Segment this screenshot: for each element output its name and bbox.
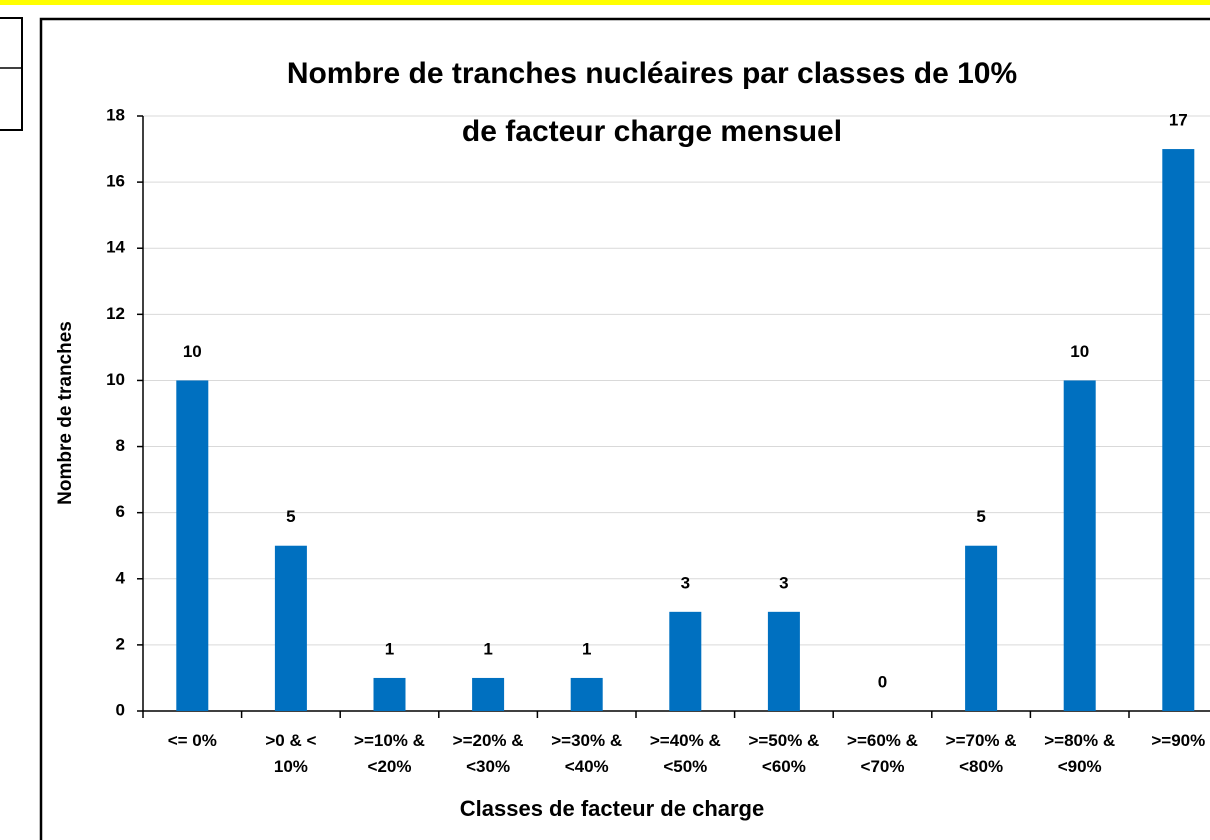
y-tick-label: 16 (106, 172, 125, 191)
x-axis-label: Classes de facteur de charge (460, 796, 764, 821)
x-tick-label: >=40% & <50% (650, 731, 721, 776)
data-label: 5 (976, 507, 985, 526)
data-label: 10 (1070, 342, 1089, 361)
data-label: 5 (286, 507, 295, 526)
bar (472, 677, 505, 711)
bar (767, 611, 800, 711)
x-tick-label: >=30% & <40% (551, 731, 622, 776)
y-tick-label: 14 (106, 238, 125, 257)
x-tick-label: >=10% & <20% (354, 731, 425, 776)
x-tick-label: >=80% & <90% (1044, 731, 1115, 776)
bar (274, 545, 307, 711)
y-tick-label: 6 (116, 502, 125, 521)
y-tick-label: 8 (116, 436, 125, 455)
x-tick-label: <= 0% (168, 731, 217, 750)
data-label: 1 (582, 639, 591, 658)
y-tick-label: 10 (106, 370, 125, 389)
bar (1063, 380, 1096, 711)
bar (570, 677, 603, 711)
bar (1162, 149, 1195, 712)
chart-frame (39, 17, 1210, 840)
top-strip (0, 0, 1210, 5)
x-tick-label: >=70% & <80% (946, 731, 1017, 776)
bar (176, 380, 209, 711)
data-label: 0 (878, 672, 887, 691)
y-tick-label: 18 (106, 105, 125, 124)
x-tick-label: >=60% & <70% (847, 731, 918, 776)
y-tick-label: 0 (116, 700, 125, 719)
y-axis-label: Nombre de tranches (55, 321, 76, 505)
data-label: 1 (385, 639, 394, 658)
bar (373, 677, 406, 711)
chart-title: Nombre de tranches nucléaires par classe… (287, 57, 1017, 148)
x-tick-label: >=50% & <60% (748, 731, 819, 776)
y-tick-label: 4 (116, 568, 126, 587)
y-tick-label: 12 (106, 304, 125, 323)
y-tick-label: 2 (116, 634, 125, 653)
x-tick-label: >0 & <10% (265, 731, 316, 776)
data-label: 3 (779, 573, 788, 592)
data-label: 3 (681, 573, 690, 592)
side-box (0, 17, 23, 131)
x-tick-label: >=90% (1151, 731, 1205, 750)
data-label: 17 (1169, 111, 1188, 130)
data-label: 1 (483, 639, 492, 658)
data-label: 10 (183, 342, 202, 361)
x-tick-label: >=20% & <30% (453, 731, 524, 776)
bar (669, 611, 702, 711)
bar (965, 545, 998, 711)
